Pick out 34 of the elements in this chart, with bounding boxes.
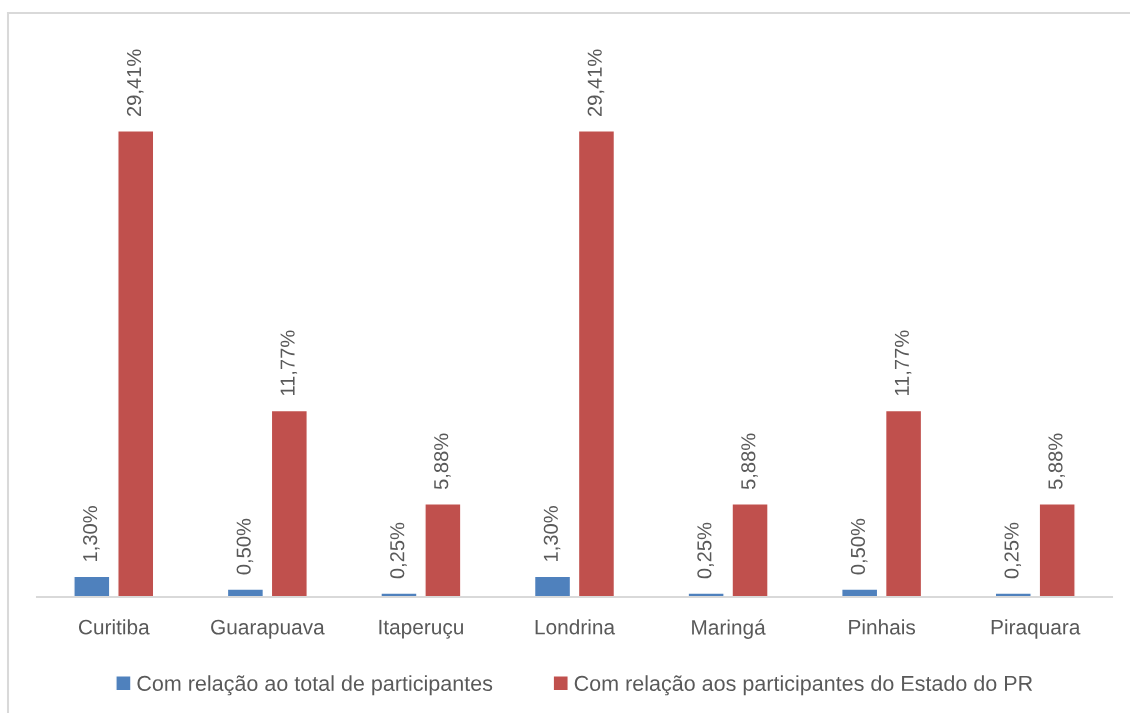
bar	[577, 130, 616, 597]
bar	[841, 588, 879, 597]
bar	[731, 503, 769, 597]
x-tick-label: Itaperuçu	[379, 619, 463, 639]
data-label: 0,50%	[236, 518, 254, 575]
bar	[884, 409, 923, 597]
data-label: 1,30%	[82, 506, 100, 561]
x-tick-label: Londrina	[535, 619, 616, 635]
legend-label: Com relação ao total de participantes	[137, 675, 493, 696]
bar	[1038, 503, 1076, 597]
bar	[73, 575, 111, 597]
data-label: 0,50%	[850, 518, 868, 575]
bar	[270, 409, 308, 597]
legend-label: Com relação aos participantes do Estado do PR	[574, 675, 1033, 696]
data-label: 5,88%	[1048, 433, 1065, 490]
data-label: 0,25%	[697, 522, 714, 579]
data-label: 0,25%	[390, 522, 407, 579]
data-label: 5,88%	[434, 433, 451, 490]
x-tick-label: Maringá	[692, 619, 766, 639]
bar	[117, 130, 155, 597]
bar	[226, 588, 265, 597]
x-tick-label: Pinhais	[849, 619, 916, 635]
data-label: 1,30%	[543, 506, 561, 561]
x-tick-label: Guarapuava	[211, 619, 325, 639]
data-label: 29,41%	[126, 49, 144, 117]
data-label: 11,77%	[280, 330, 298, 396]
x-tick-label: Piraquara	[991, 619, 1081, 639]
x-tick-label: Curitiba	[78, 619, 150, 635]
bar	[533, 575, 572, 597]
data-label: 0,25%	[1004, 522, 1022, 579]
bar	[424, 503, 462, 597]
data-label: 29,41%	[587, 49, 605, 117]
data-label: 11,77%	[894, 330, 912, 396]
data-label: 5,88%	[741, 433, 758, 490]
